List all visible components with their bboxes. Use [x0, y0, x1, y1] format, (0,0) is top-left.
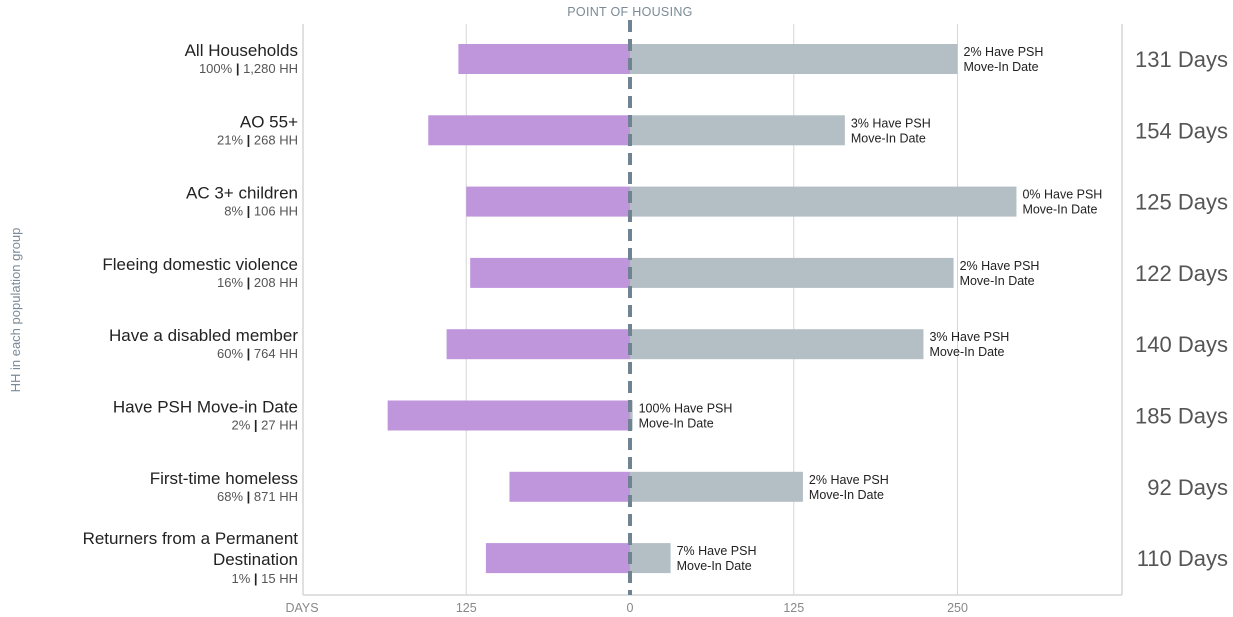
total-days: 122 Days	[1135, 261, 1228, 286]
x-tick-label: 250	[947, 601, 968, 615]
x-tick-label: 125	[456, 601, 477, 615]
psh-label: 7% Have PSH	[677, 544, 757, 558]
group-name: Have a disabled member	[109, 326, 298, 345]
psh-label-line2: Move-In Date	[639, 417, 714, 431]
total-days: 140 Days	[1135, 332, 1228, 357]
group-name: AO 55+	[240, 112, 298, 131]
bar-before-housing	[466, 186, 630, 217]
bar-after-housing	[630, 400, 633, 431]
psh-label-line2: Move-In Date	[1022, 203, 1097, 217]
group-name: First-time homeless	[150, 469, 298, 488]
bar-before-housing	[485, 543, 630, 574]
x-axis-label: DAYS	[285, 601, 318, 615]
x-tick-label: 0	[627, 601, 634, 615]
psh-label-line2: Move-In Date	[960, 274, 1035, 288]
group-share: 16% | 208 HH	[217, 275, 298, 290]
bar-before-housing	[470, 257, 630, 288]
x-tick-label: 125	[783, 601, 804, 615]
group-name: All Households	[185, 41, 298, 60]
total-days: 185 Days	[1135, 404, 1228, 429]
group-name: AC 3+ children	[186, 184, 298, 203]
bar-before-housing	[509, 471, 630, 502]
total-days: 131 Days	[1135, 47, 1228, 72]
group-share: 2% | 27 HH	[231, 418, 298, 433]
total-days: 92 Days	[1147, 475, 1228, 500]
group-share: 8% | 106 HH	[224, 204, 298, 219]
bar-after-housing	[630, 329, 924, 360]
bar-before-housing	[428, 115, 630, 146]
group-share: 60% | 764 HH	[217, 346, 298, 361]
group-share: 1% | 15 HH	[231, 571, 298, 586]
psh-label: 3% Have PSH	[929, 330, 1009, 344]
total-days: 154 Days	[1135, 118, 1228, 143]
bar-before-housing	[387, 400, 630, 431]
grid-layer	[302, 24, 1123, 596]
total-days: 110 Days	[1137, 546, 1228, 571]
bar-after-housing	[630, 257, 954, 288]
group-name: Fleeing domestic violence	[102, 255, 298, 274]
bar-before-housing	[458, 44, 630, 74]
total-days: 125 Days	[1135, 190, 1228, 215]
psh-label: 2% Have PSH	[960, 259, 1040, 273]
bar-after-housing	[630, 186, 1017, 217]
group-share: 100% | 1,280 HH	[199, 61, 298, 76]
group-name: Have PSH Move-in Date	[113, 398, 298, 417]
point-of-housing-label: POINT OF HOUSING	[567, 5, 692, 19]
bar-after-housing	[630, 543, 671, 574]
psh-label: 100% Have PSH	[639, 402, 733, 416]
bar-after-housing	[630, 44, 958, 74]
psh-label-line2: Move-In Date	[964, 60, 1039, 74]
group-share: 68% | 871 HH	[217, 489, 298, 504]
bar-after-housing	[630, 115, 845, 146]
psh-label-line2: Move-In Date	[929, 345, 1004, 359]
bar-after-housing	[630, 471, 803, 502]
psh-label-line2: Move-In Date	[851, 131, 926, 145]
psh-label: 2% Have PSH	[964, 45, 1044, 59]
group-name: Returners from a Permanent Destination	[83, 529, 299, 569]
psh-label-line2: Move-In Date	[809, 488, 884, 502]
group-share: 21% | 268 HH	[217, 132, 298, 147]
psh-label-line2: Move-In Date	[677, 559, 752, 573]
y-axis-label: HH in each population group	[8, 228, 23, 393]
bar-before-housing	[446, 329, 630, 360]
psh-label: 3% Have PSH	[851, 116, 931, 130]
psh-label: 0% Have PSH	[1022, 188, 1102, 202]
bars-layer	[387, 44, 1017, 574]
psh-label: 2% Have PSH	[809, 473, 889, 487]
